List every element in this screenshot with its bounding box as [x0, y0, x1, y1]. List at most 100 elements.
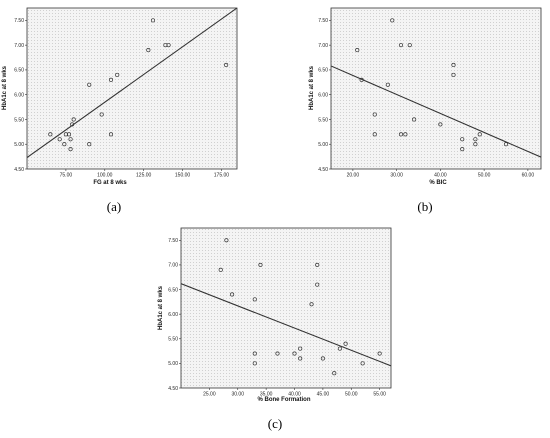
data-point-a-16 [150, 18, 156, 23]
data-point-a-0 [48, 132, 53, 137]
data-point-b-17 [473, 137, 478, 142]
data-point-c-19 [377, 351, 382, 356]
plot-content-c: 4.50 5.00 5.50 6.00 6.50 7.00 7.50 25.00 30.00 35… [168, 238, 391, 398]
x-tick-label-b-1: 30.00 [390, 173, 403, 179]
data-point-b-15 [460, 147, 465, 152]
panel-label-b: (b) [417, 199, 432, 214]
data-point-b-10 [412, 117, 417, 122]
y-tick-label-b-5: 7.00 [318, 43, 328, 49]
y-tick-label-b-3: 6.00 [318, 92, 328, 98]
data-point-c-7 [275, 351, 280, 356]
x-tick-label-a-2: 125.00 [136, 173, 152, 179]
data-point-b-13 [451, 72, 456, 77]
y-tick-label-a-2: 5.50 [14, 117, 24, 123]
x-tick-label-a-4: 175.00 [214, 173, 230, 179]
data-point-b-0 [355, 48, 360, 53]
data-point-c-5 [252, 361, 257, 366]
data-point-c-3 [252, 297, 257, 302]
data-point-a-14 [115, 72, 120, 77]
x-tick-label-b-2: 40.00 [434, 173, 447, 179]
y-tick-label-c-5: 7.00 [168, 263, 178, 269]
y-tick-label-c-4: 6.50 [168, 287, 178, 293]
panel-c: 4.50 5.00 5.50 6.00 6.50 7.00 7.50 25.00 30.00 35… [158, 227, 392, 431]
panel-label-a: (a) [107, 199, 121, 214]
data-point-c-8 [292, 351, 297, 356]
x-tick-label-c-1: 30.00 [231, 392, 244, 398]
data-point-c-11 [309, 302, 314, 307]
data-point-c-14 [320, 356, 325, 361]
x-axis-title-c: % Bone Formation [257, 397, 310, 403]
data-point-c-18 [360, 361, 365, 366]
data-point-c-10 [298, 346, 303, 351]
data-point-a-13 [108, 77, 114, 82]
data-point-a-1 [57, 137, 62, 142]
y-axis-title-a: HbA1c at 8 wks [2, 65, 8, 110]
data-point-c-6 [258, 262, 263, 267]
data-point-a-4 [66, 132, 72, 137]
y-tick-label-c-6: 7.50 [168, 238, 178, 244]
data-point-c-17 [343, 341, 348, 346]
panel-b: 4.50 5.00 5.50 6.00 6.50 7.00 7.50 20.00 30.00 40… [309, 7, 542, 214]
x-axis-title-a: FG at 8 wks [93, 180, 127, 186]
data-point-a-15 [146, 48, 151, 53]
data-point-a-5 [68, 147, 73, 152]
data-point-c-15 [332, 371, 337, 376]
y-tick-label-a-6: 7.50 [14, 18, 24, 24]
data-point-b-4 [385, 82, 390, 87]
plot-area-a [26, 7, 238, 170]
data-point-b-12 [451, 62, 456, 68]
data-point-b-7 [398, 132, 404, 137]
y-tick-label-c-2: 5.50 [168, 337, 178, 343]
data-point-a-19 [224, 62, 229, 68]
data-point-c-4 [252, 351, 257, 356]
plot-area-c [180, 227, 392, 389]
y-tick-label-b-6: 7.50 [318, 18, 328, 24]
x-tick-label-c-0: 25.00 [203, 392, 216, 398]
data-point-c-13 [315, 282, 320, 287]
data-point-c-9 [298, 356, 303, 361]
x-tick-label-c-2: 35.00 [260, 392, 273, 398]
data-point-a-11 [99, 112, 104, 117]
x-tick-label-b-0: 20.00 [347, 173, 360, 179]
plot-content-a: 4.50 5.00 5.50 6.00 6.50 7.00 7.50 75.00 100.00 1… [14, 8, 237, 179]
x-tick-label-b-3: 50.00 [478, 173, 491, 179]
y-tick-label-c-1: 5.00 [168, 361, 178, 367]
y-tick-label-b-0: 4.50 [318, 167, 328, 173]
panel-label-c: (c) [268, 416, 282, 431]
data-point-b-9 [407, 43, 412, 48]
y-axis-title-c: HbA1c at 8 wks [158, 285, 164, 330]
x-tick-label-c-6: 55.00 [373, 392, 386, 398]
data-point-c-2 [230, 292, 235, 297]
x-tick-label-c-4: 45.00 [317, 392, 330, 398]
data-point-a-2 [62, 142, 67, 147]
y-axis-title-b: HbA1c at 8 wks [309, 65, 315, 110]
data-point-a-8 [71, 117, 76, 122]
data-point-b-18 [477, 132, 482, 137]
x-tick-label-c-5: 50.00 [345, 392, 358, 398]
data-point-b-1 [359, 77, 364, 82]
data-point-c-16 [337, 346, 342, 351]
fit-line-c [181, 283, 391, 367]
data-point-b-11 [438, 122, 443, 127]
y-tick-label-b-1: 5.00 [318, 142, 328, 148]
y-tick-label-b-2: 5.50 [318, 117, 328, 123]
plot-area-b [330, 7, 542, 170]
data-point-c-0 [218, 267, 223, 272]
x-tick-label-a-3: 150.00 [175, 173, 191, 179]
data-point-a-10 [87, 142, 92, 147]
data-point-b-3 [372, 132, 377, 137]
fit-line-b [331, 65, 541, 158]
data-point-b-19 [503, 142, 509, 147]
x-tick-label-b-4: 60.00 [522, 173, 535, 179]
x-tick-label-c-3: 40.00 [288, 392, 301, 398]
data-point-b-2 [372, 112, 377, 117]
y-tick-label-a-0: 4.50 [14, 167, 24, 173]
panel-a: 4.50 5.00 5.50 6.00 6.50 7.00 7.50 75.00 100.00 1… [2, 7, 238, 214]
y-tick-label-c-3: 6.00 [168, 312, 178, 318]
y-tick-label-a-4: 6.50 [14, 68, 24, 74]
data-point-b-16 [473, 142, 478, 147]
y-tick-label-a-3: 6.00 [14, 92, 24, 98]
data-point-a-6 [68, 137, 73, 142]
x-axis-title-b: % BIC [429, 180, 447, 186]
